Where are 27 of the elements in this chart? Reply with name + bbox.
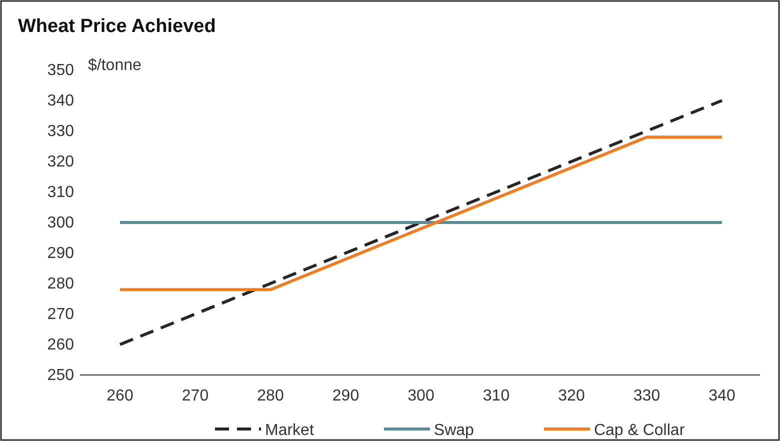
chart-title: Wheat Price Achieved (18, 16, 216, 37)
y-tick-label: 290 (47, 245, 74, 262)
x-tick-label: 280 (257, 387, 284, 404)
legend-label: Market (265, 422, 314, 439)
y-tick-label: 320 (47, 154, 74, 171)
y-tick-label: 330 (47, 123, 74, 140)
y-tick-label: 310 (47, 184, 74, 202)
y-tick-label: 250 (47, 367, 74, 384)
x-tick-label: 320 (558, 387, 585, 404)
line-series (118, 136, 724, 292)
y-tick-label: 300 (47, 214, 74, 232)
legend-label: Swap (434, 422, 474, 439)
line-series (118, 99, 724, 346)
x-tick-label: 310 (482, 387, 510, 404)
y-tick-label: 280 (47, 276, 74, 293)
x-tick-label: 270 (182, 387, 209, 404)
x-tick-label: 260 (106, 387, 134, 404)
y-tick-label: 270 (47, 306, 74, 324)
x-tick-label: 330 (633, 387, 660, 404)
legend-label: Cap & Collar (594, 422, 686, 439)
y-axis-title: $/tonne (88, 57, 142, 74)
x-tick-label: 300 (408, 387, 434, 404)
y-tick-label: 340 (47, 92, 74, 110)
y-tick-label: 260 (47, 336, 74, 354)
y-tick-label: 350 (47, 62, 74, 80)
x-tick-label: 340 (708, 387, 736, 404)
x-tick-label: 290 (332, 387, 360, 404)
